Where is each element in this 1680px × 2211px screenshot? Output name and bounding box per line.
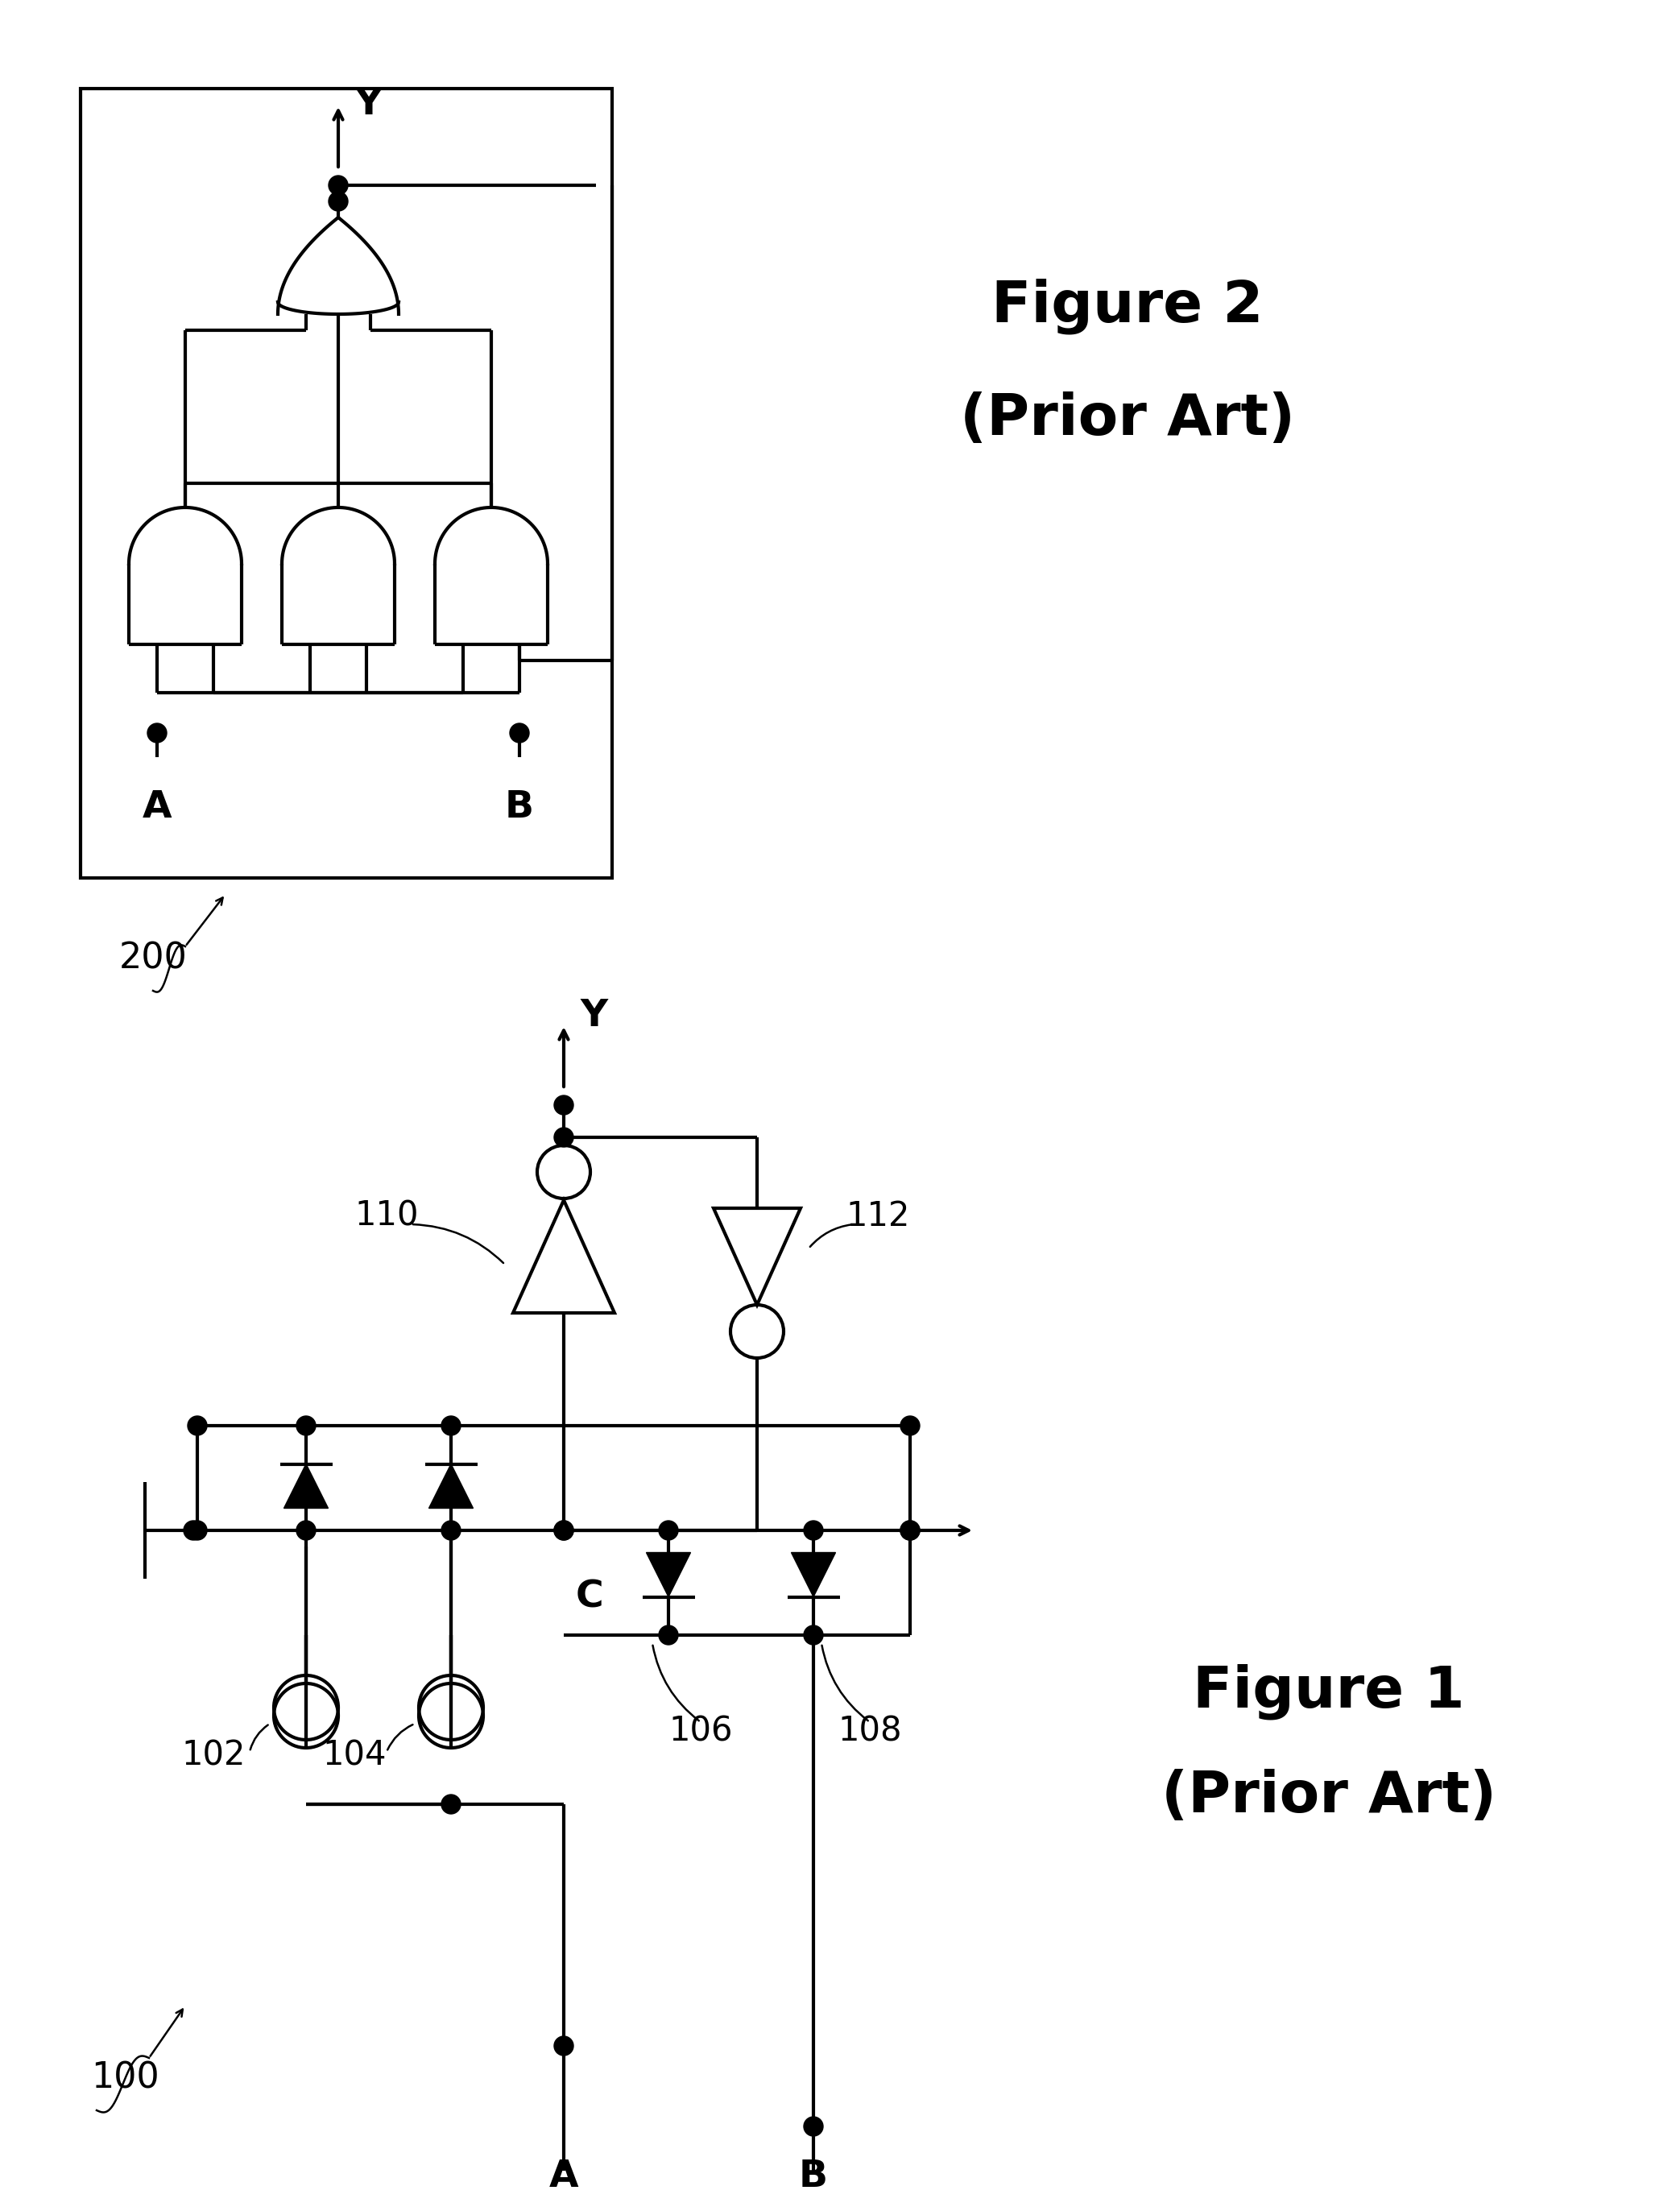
Bar [81,88,612,878]
Text: B: B [506,789,534,825]
Circle shape [329,175,348,195]
Circle shape [554,1128,573,1148]
Polygon shape [284,1464,328,1508]
Circle shape [659,1521,679,1541]
Circle shape [900,1521,919,1541]
Circle shape [188,1521,207,1541]
Circle shape [803,2116,823,2136]
Text: 106: 106 [669,1716,732,1749]
Circle shape [554,1094,573,1114]
Circle shape [554,1521,573,1541]
Circle shape [900,1521,919,1541]
Circle shape [442,1521,460,1541]
Text: (Prior Art): (Prior Art) [1161,1769,1497,1824]
Circle shape [329,192,348,210]
Text: Figure 2: Figure 2 [991,279,1263,334]
Text: Y: Y [580,999,608,1035]
Text: Figure 1: Figure 1 [1193,1663,1465,1720]
Text: 108: 108 [838,1716,902,1749]
Text: Y: Y [354,86,381,124]
Polygon shape [647,1552,690,1596]
Circle shape [659,1625,679,1645]
Circle shape [296,1521,316,1541]
Text: 104: 104 [323,1740,386,1773]
Circle shape [442,1795,460,1813]
Circle shape [296,1415,316,1435]
Circle shape [188,1415,207,1435]
Text: A: A [549,2158,578,2196]
Polygon shape [428,1464,474,1508]
Text: 112: 112 [847,1198,911,1234]
Text: 100: 100 [91,2061,160,2096]
Circle shape [803,1625,823,1645]
Circle shape [442,1415,460,1435]
Text: B: B [800,2158,828,2196]
Text: 200: 200 [119,942,186,975]
Circle shape [554,1521,573,1541]
Circle shape [554,2036,573,2056]
Circle shape [148,723,166,743]
Text: 110: 110 [354,1198,418,1234]
Text: C: C [576,1579,603,1614]
Text: (Prior Art): (Prior Art) [959,391,1295,447]
Text: A: A [143,789,171,825]
Text: 102: 102 [181,1740,245,1773]
Circle shape [803,1521,823,1541]
Circle shape [900,1415,919,1435]
Circle shape [183,1521,203,1541]
Polygon shape [791,1552,835,1596]
Circle shape [509,723,529,743]
